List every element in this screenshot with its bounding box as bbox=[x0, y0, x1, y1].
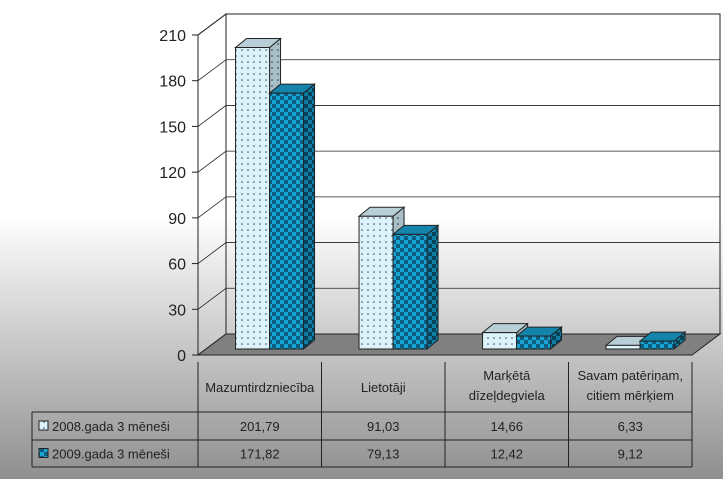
data-table-value: 201,79 bbox=[240, 419, 280, 434]
data-table-value: 79,13 bbox=[367, 447, 400, 462]
bar-side bbox=[303, 83, 316, 351]
bar bbox=[269, 92, 305, 350]
y-tick-label: 30 bbox=[168, 302, 186, 319]
legend-label: 2009.gada 3 mēneši bbox=[52, 447, 170, 462]
gridline bbox=[197, 59, 720, 82]
bar bbox=[358, 215, 394, 350]
category-label: dīzeļdegviela bbox=[469, 388, 546, 403]
data-table-value: 14,66 bbox=[490, 419, 523, 434]
gridline bbox=[197, 105, 720, 127]
y-tick-label: 60 bbox=[168, 257, 186, 274]
category-label: Mazumtirdzniecība bbox=[205, 380, 315, 395]
category-label: Marķētā bbox=[483, 368, 531, 383]
legend-label: 2008.gada 3 mēneši bbox=[52, 419, 170, 434]
bar bbox=[482, 332, 518, 350]
category-label: Savam patēriņam, bbox=[578, 368, 684, 383]
gridline bbox=[197, 13, 720, 36]
y-tick-label: 0 bbox=[177, 348, 186, 365]
data-table-value: 6,33 bbox=[618, 419, 643, 434]
bar bbox=[605, 344, 641, 350]
data-table-value: 9,12 bbox=[618, 447, 643, 462]
gridline bbox=[197, 150, 720, 173]
y-tick-label: 150 bbox=[159, 119, 186, 136]
y-tick-label: 90 bbox=[168, 211, 186, 228]
legend-swatch bbox=[38, 448, 49, 458]
y-tick-label: 210 bbox=[159, 28, 186, 45]
y-tick-label: 120 bbox=[159, 165, 186, 182]
gridline bbox=[197, 242, 720, 264]
gridline bbox=[197, 196, 720, 219]
data-table-value: 91,03 bbox=[367, 419, 400, 434]
category-label: citiem mērķiem bbox=[587, 388, 674, 403]
category-label: Lietotāji bbox=[361, 380, 406, 395]
legend-swatch bbox=[38, 420, 49, 431]
floor bbox=[196, 333, 722, 356]
data-table-value: 171,82 bbox=[240, 447, 280, 462]
bar bbox=[516, 335, 552, 350]
bar bbox=[639, 340, 675, 350]
gridline bbox=[197, 287, 720, 310]
bar bbox=[392, 233, 428, 350]
bar bbox=[235, 47, 271, 350]
y-tick-label: 180 bbox=[159, 74, 186, 91]
data-table-value: 12,42 bbox=[490, 447, 523, 462]
bar-side bbox=[426, 224, 439, 351]
